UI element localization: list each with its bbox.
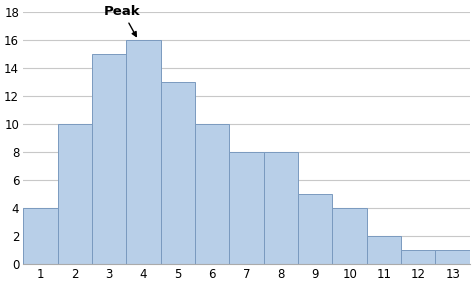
Bar [92,54,127,264]
Bar [229,152,264,264]
Bar [436,250,470,264]
Bar [23,208,58,264]
Bar [58,124,92,264]
Bar [264,152,298,264]
Bar [367,236,401,264]
Bar [401,250,436,264]
Text: Peak: Peak [104,5,141,36]
Bar [195,124,229,264]
Bar [332,208,367,264]
Bar [298,194,332,264]
Bar [127,40,161,264]
Bar [161,82,195,264]
